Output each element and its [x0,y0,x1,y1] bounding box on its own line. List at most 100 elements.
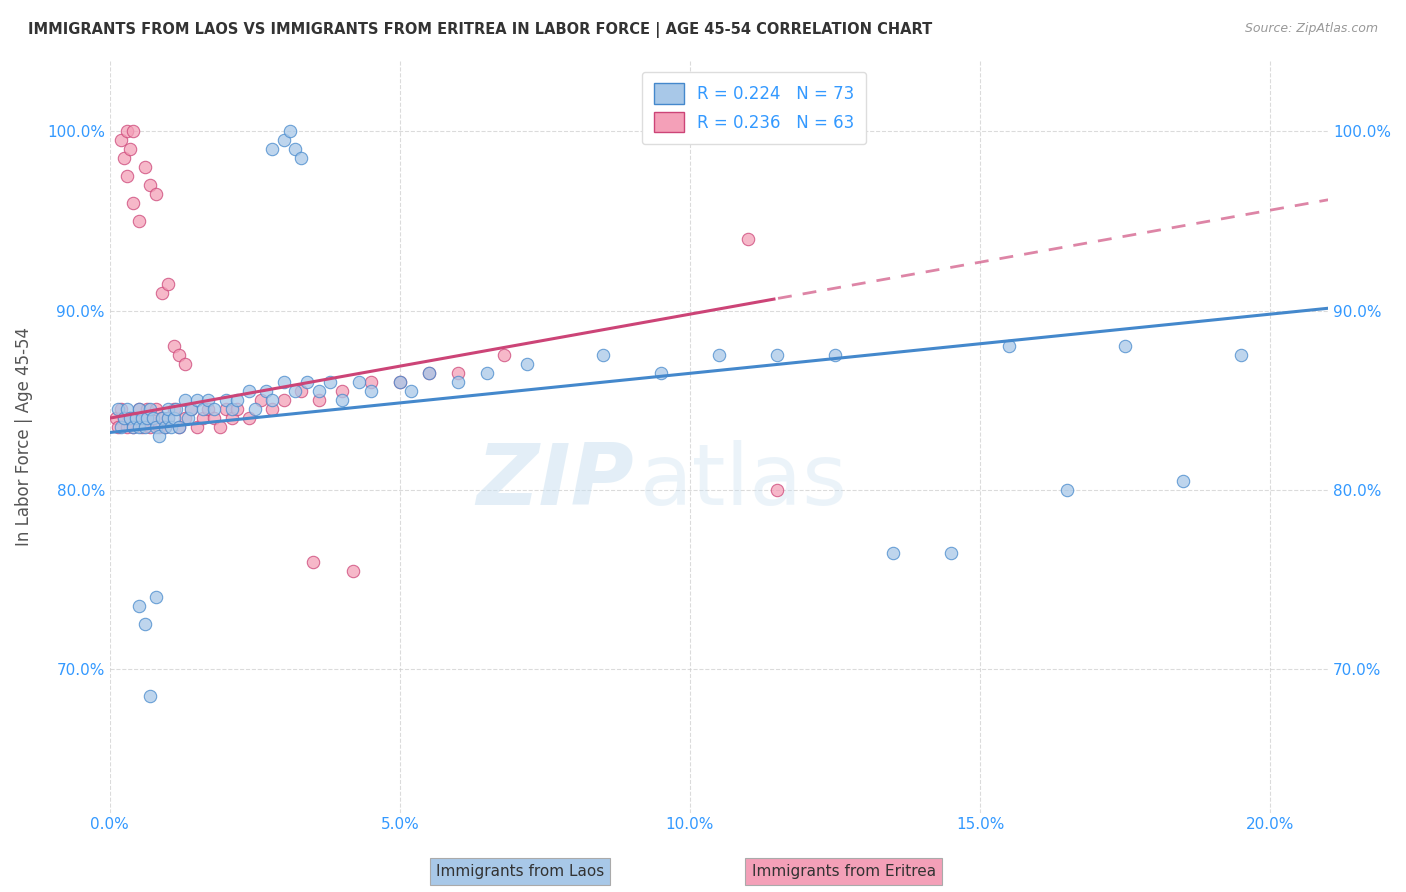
Point [262,393,284,408]
Point [169,348,191,362]
Text: Source: ZipAtlas.com: Source: ZipAtlas.com [1244,22,1378,36]
Point [148,429,170,443]
Point [134,411,156,425]
Point [342,564,364,578]
Point [186,393,208,408]
Point [115,124,138,138]
Point [284,142,307,156]
Point [122,196,145,211]
Point [112,411,135,425]
Point [186,420,208,434]
Point [128,599,150,614]
Legend: R = 0.224   N = 73, R = 0.236   N = 63: R = 0.224 N = 73, R = 0.236 N = 63 [643,71,866,144]
Point [120,142,142,156]
Point [202,402,225,417]
Point [766,483,789,497]
Point [243,402,266,417]
Point [388,376,411,390]
Point [169,420,191,434]
Point [1056,483,1078,497]
Point [134,617,156,632]
Point [122,420,145,434]
Point [191,411,214,425]
Point [107,420,129,434]
Point [284,384,307,399]
Point [516,357,538,371]
Point [401,384,423,399]
Point [153,420,176,434]
Point [122,124,145,138]
Point [104,411,127,425]
Point [215,402,238,417]
Point [128,402,150,417]
Point [226,393,249,408]
Point [150,285,173,300]
Point [418,367,440,381]
Point [1230,348,1253,362]
Point [254,384,277,399]
Text: Immigrants from Eritrea: Immigrants from Eritrea [752,863,935,879]
Point [650,367,672,381]
Point [1114,339,1136,353]
Point [262,402,284,417]
Point [278,124,301,138]
Point [128,402,150,417]
Point [494,348,516,362]
Point [131,411,153,425]
Point [128,420,150,434]
Point [142,411,165,425]
Point [112,151,135,165]
Point [290,151,312,165]
Point [145,402,167,417]
Point [202,411,225,425]
Point [180,402,202,417]
Point [153,420,176,434]
Point [295,376,318,390]
Point [162,411,184,425]
Point [290,384,312,399]
Point [120,411,142,425]
Point [150,411,173,425]
Point [262,142,284,156]
Point [136,411,159,425]
Text: IMMIGRANTS FROM LAOS VS IMMIGRANTS FROM ERITREA IN LABOR FORCE | AGE 45-54 CORRE: IMMIGRANTS FROM LAOS VS IMMIGRANTS FROM … [28,22,932,38]
Point [150,411,173,425]
Point [156,411,179,425]
Point [139,689,162,703]
Point [180,402,202,417]
Point [174,411,197,425]
Point [360,376,382,390]
Y-axis label: In Labor Force | Age 45-54: In Labor Force | Age 45-54 [15,326,32,546]
Point [107,402,129,417]
Point [177,411,200,425]
Point [330,384,353,399]
Point [134,160,156,174]
Point [197,393,219,408]
Point [122,420,145,434]
Point [128,214,150,228]
Point [120,411,142,425]
Point [174,393,197,408]
Text: Immigrants from Laos: Immigrants from Laos [436,863,605,879]
Point [998,339,1021,353]
Point [145,187,167,202]
Point [388,376,411,390]
Point [110,420,132,434]
Point [447,367,470,381]
Point [766,348,789,362]
Point [308,384,330,399]
Point [197,402,219,417]
Point [707,348,730,362]
Point [156,402,179,417]
Point [191,402,214,417]
Point [156,411,179,425]
Point [145,420,167,434]
Point [939,546,962,560]
Point [308,393,330,408]
Point [136,402,159,417]
Point [221,411,243,425]
Point [134,420,156,434]
Point [169,420,191,434]
Point [112,411,135,425]
Point [475,367,498,381]
